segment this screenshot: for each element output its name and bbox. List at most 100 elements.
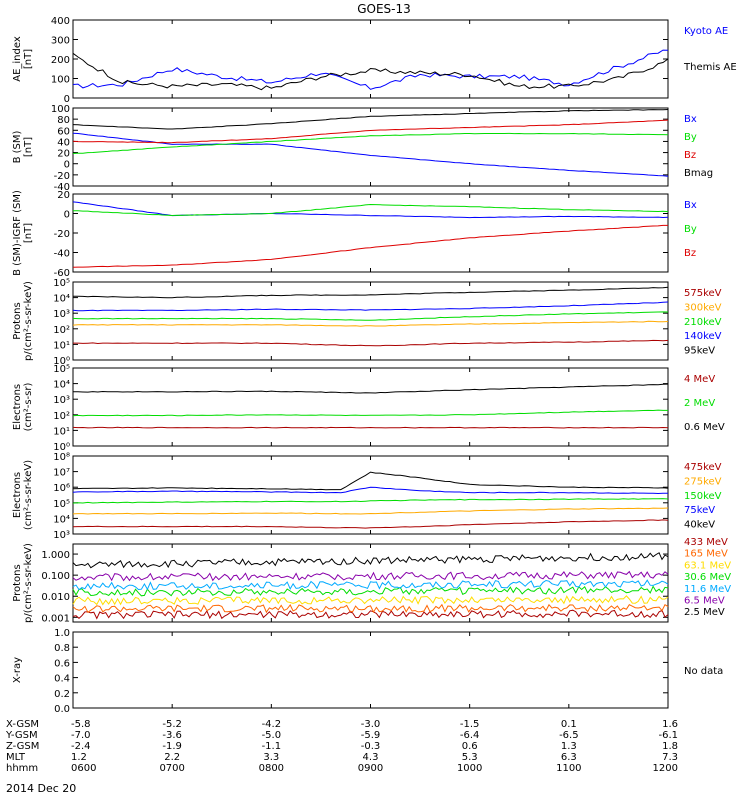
panel-frame — [72, 367, 669, 447]
series-line-75kev — [72, 486, 669, 495]
y-tick-label: -60 — [54, 268, 70, 279]
legend-label: 140keV — [684, 331, 722, 342]
legend-label: 150keV — [684, 491, 722, 502]
y-tick-label: 10³ — [53, 530, 70, 541]
ephem-value: -5.8 — [71, 719, 91, 730]
y-tick-label: 0.2 — [54, 689, 70, 700]
y-tick-label: 1.000 — [41, 550, 70, 561]
series-line-575kev — [73, 339, 669, 347]
legend-label: 4 MeV — [684, 374, 715, 385]
panel-frame — [72, 107, 669, 187]
y-axis-label: B (SM) — [12, 130, 23, 163]
y-tick-label: 10⁸ — [53, 452, 70, 463]
y-tick-label: 0.001 — [41, 613, 70, 624]
y-tick-label: 10¹ — [53, 426, 70, 437]
y-tick-label: -40 — [54, 182, 70, 193]
ephem-value: -3.6 — [162, 730, 182, 741]
ephem-value: 1.8 — [662, 741, 678, 752]
legend-label: 2.5 MeV — [684, 607, 725, 618]
legend-label: Kyoto AE — [684, 26, 728, 37]
y-axis-label: Protons — [12, 564, 23, 601]
legend-label: Bz — [684, 150, 696, 161]
ephem-value: 4.3 — [363, 752, 379, 763]
y-tick-label: 10⁴ — [53, 380, 70, 391]
legend-label: By — [684, 224, 697, 235]
panel-6: 10⁸ 10⁷ 10⁶ 10⁵ 10⁴ 10³ Electrons (cm²-s-sr-keV… — [12, 452, 722, 541]
y-tick-label: 0.100 — [41, 571, 70, 582]
series-line-475kev — [72, 519, 669, 529]
legend-label: Bx — [684, 200, 697, 211]
date-label: 2014 Dec 20 — [6, 782, 76, 795]
legend-label: Bmag — [684, 168, 713, 179]
ephem-value: -1.1 — [262, 741, 282, 752]
series-line-210kev — [72, 311, 669, 321]
legend-label: 40keV — [684, 520, 715, 531]
y-tick-label: 0.8 — [54, 643, 70, 654]
panel-frame — [72, 281, 669, 361]
y-axis-label: Protons — [12, 302, 23, 339]
legend-label: 475keV — [684, 462, 722, 473]
legend-label: 63.1 MeV — [684, 560, 731, 571]
y-tick-label: 10⁷ — [53, 468, 70, 479]
ephem-value: -5.9 — [361, 730, 381, 741]
legend-label: 11.6 MeV — [684, 584, 731, 595]
y-tick-label: 10¹ — [53, 340, 70, 351]
legend-label: Themis AE — [683, 62, 737, 73]
ephem-value: 1.3 — [561, 741, 577, 752]
ephem-value: 7.3 — [662, 752, 678, 763]
series-line-bz — [72, 224, 668, 268]
y-tick-label: 10⁴ — [53, 514, 70, 525]
series-line-300kev — [72, 320, 669, 327]
series-line-bmag — [72, 109, 669, 130]
ephem-value: 6.3 — [561, 752, 577, 763]
y-tick-label: 300 — [51, 36, 70, 47]
y-tick-label: 10⁰ — [53, 356, 70, 367]
y-tick-label: 10² — [53, 411, 70, 422]
y-axis-label: AE_index — [12, 36, 23, 82]
y-axis-label: Electrons — [12, 384, 23, 430]
ephem-row-label: hhmm — [6, 763, 38, 774]
y-axis-label: [nT] — [23, 223, 34, 243]
y-axis-label: B (SM)-IGRF (SM) — [12, 190, 23, 276]
ephem-value: -1.9 — [162, 741, 182, 752]
y-tick-label: 0 — [64, 160, 70, 171]
ephem-value: -5.2 — [162, 719, 182, 730]
series-line-0.6-mev — [73, 383, 669, 394]
panel-frame — [72, 631, 669, 709]
legend-label: 6.5 MeV — [684, 596, 725, 607]
ephem-value: 1100 — [556, 763, 581, 774]
ephem-value: -6.4 — [460, 730, 480, 741]
series-line-140kev — [72, 301, 669, 312]
series-line-433-mev — [72, 609, 669, 620]
y-tick-label: 20 — [57, 190, 70, 201]
y-tick-label: 10⁵ — [53, 364, 70, 375]
legend-label: 0.6 MeV — [684, 422, 725, 433]
y-tick-label: 100 — [51, 104, 70, 115]
y-tick-label: 10³ — [53, 395, 70, 406]
y-axis-label: [nT] — [23, 49, 34, 69]
legend-label: 300keV — [684, 302, 722, 313]
ephem-value: 0600 — [71, 763, 96, 774]
legend-label: Bx — [684, 114, 697, 125]
series-line-bz — [72, 119, 669, 144]
ephem-value: 0.1 — [561, 719, 577, 730]
ephem-value: -1.5 — [460, 719, 480, 730]
ephem-value: 1.2 — [71, 752, 87, 763]
series-line-40kev — [72, 471, 669, 491]
legend-label: 75keV — [684, 505, 715, 516]
ephem-value: 0.6 — [462, 741, 478, 752]
y-tick-label: 0 — [64, 210, 70, 221]
ephem-value: 5.3 — [462, 752, 478, 763]
y-tick-label: 200 — [51, 55, 70, 66]
series-line-165-mev — [72, 603, 669, 614]
y-tick-label: 0.010 — [41, 592, 70, 603]
series-line-kyoto-ae — [72, 49, 669, 90]
ephem-row-label: MLT — [6, 752, 26, 763]
panel-3: 20 0 -20 -40 -60 B (SM)-IGRF (SM) [nT] Bx By Bz — [12, 190, 697, 279]
ephem-value: -6.1 — [658, 730, 678, 741]
y-tick-label: 0 — [64, 94, 70, 105]
series-line-2-mev — [72, 409, 668, 417]
legend-label: Bz — [684, 248, 696, 259]
y-tick-label: 10⁵ — [53, 278, 70, 289]
